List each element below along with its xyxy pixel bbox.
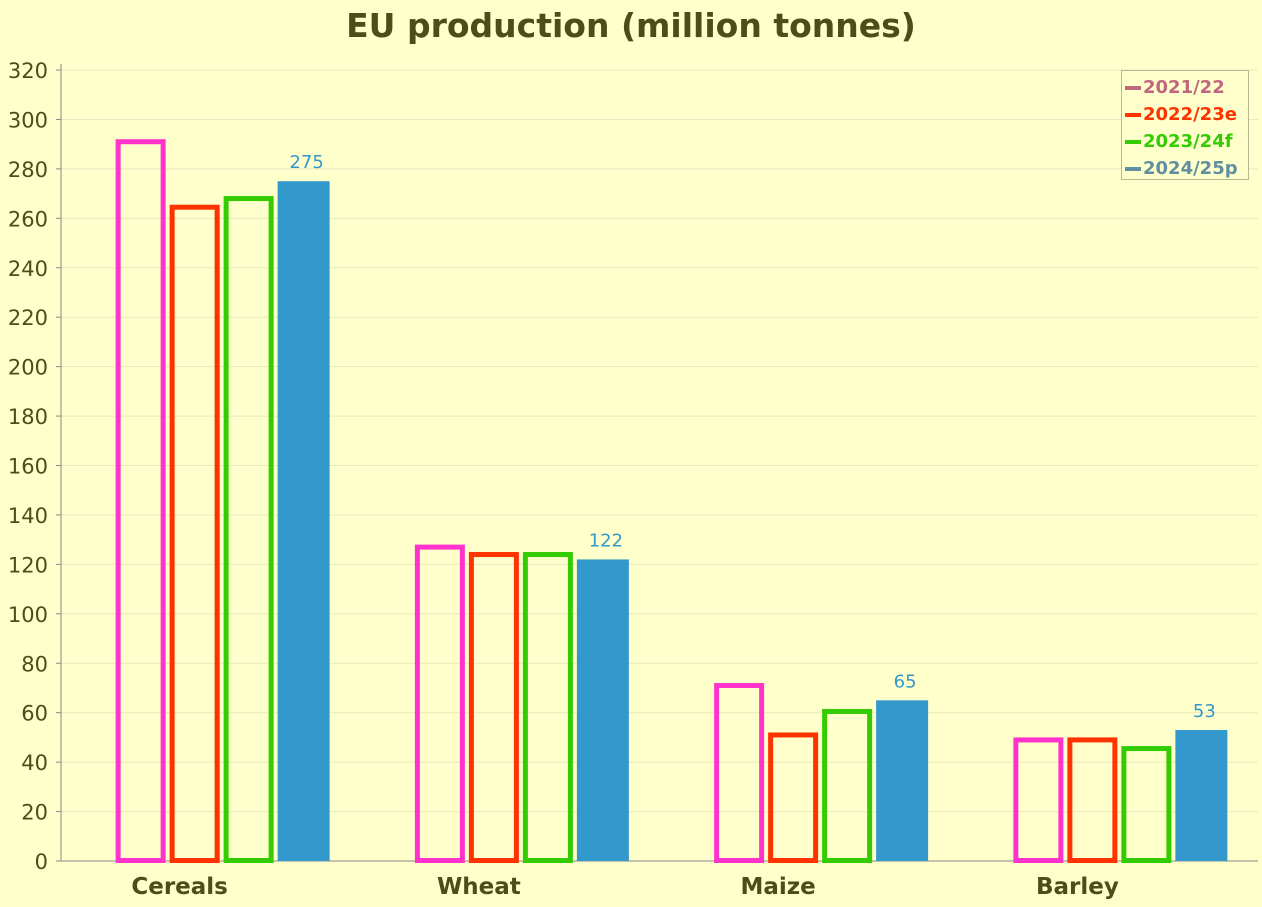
y-tick-label: 40	[21, 751, 48, 775]
bar-2024/25p-Wheat	[576, 559, 629, 861]
data-label: 122	[589, 530, 623, 551]
y-tick-label: 20	[21, 801, 48, 825]
legend-item: 2023/24f	[1125, 128, 1248, 155]
bar-2023/24f-Barley	[1121, 746, 1172, 863]
bar-2024/25p-Maize	[876, 700, 929, 861]
y-tick-label: 80	[21, 652, 48, 676]
y-tick-label: 120	[8, 553, 48, 577]
bar-2023/24f-Wheat	[522, 552, 573, 863]
bar-2024/25p-Barley	[1175, 729, 1228, 861]
y-tick-label: 0	[35, 850, 48, 874]
y-tick-label: 220	[8, 306, 48, 330]
data-label: 275	[289, 152, 323, 173]
legend-swatch	[1125, 85, 1141, 90]
bar-2021/22-Wheat	[414, 544, 465, 863]
chart-title: EU production (million tonnes)	[346, 6, 916, 45]
legend-label: 2021/22	[1143, 77, 1225, 98]
category-label: Wheat	[437, 874, 521, 900]
y-tick-label: 280	[8, 158, 48, 182]
y-tick-label: 300	[8, 108, 48, 132]
bar-2024/25p-Cereals	[277, 181, 330, 861]
bar-2022/23e-Maize	[768, 732, 819, 864]
bar-2021/22-Cereals	[115, 139, 166, 863]
gridlines	[61, 69, 1258, 813]
y-tick-label: 320	[8, 59, 48, 83]
data-label: 65	[894, 671, 917, 692]
category-label: Barley	[1036, 874, 1119, 900]
y-tick-label: 260	[8, 207, 48, 231]
labels: Cereals 275 Wheat 122 Maize 65 Barley 53	[131, 152, 1215, 900]
y-tick-label: 200	[8, 356, 48, 380]
bar-2021/22-Barley	[1013, 737, 1064, 863]
y-tick-label: 240	[8, 257, 48, 281]
bar-2022/23e-Cereals	[169, 204, 220, 864]
data-label: 53	[1193, 701, 1216, 722]
bar-2021/22-Maize	[714, 683, 765, 864]
y-tick-label: 100	[8, 603, 48, 627]
category-label: Maize	[740, 874, 815, 900]
legend-item: 2024/25p	[1125, 155, 1248, 182]
legend-item: 2022/23e	[1125, 101, 1248, 128]
legend-item: 2021/22	[1125, 74, 1248, 101]
legend: 2021/22 2022/23e 2023/24f 2024/25p	[1121, 70, 1249, 180]
legend-swatch	[1125, 112, 1141, 117]
legend-swatch	[1125, 139, 1141, 144]
y-tick-label: 140	[8, 504, 48, 528]
bar-2022/23e-Wheat	[468, 552, 519, 863]
y-tick-label: 180	[8, 405, 48, 429]
legend-label: 2023/24f	[1143, 131, 1233, 152]
category-label: Cereals	[131, 874, 228, 900]
bar-2023/24f-Cereals	[223, 196, 274, 864]
bars	[115, 139, 1228, 864]
bar-2023/24f-Maize	[822, 708, 873, 863]
y-tick-label: 160	[8, 455, 48, 479]
legend-label: 2024/25p	[1143, 158, 1238, 179]
legend-label: 2022/23e	[1143, 104, 1237, 125]
bar-2022/23e-Barley	[1067, 737, 1118, 863]
legend-swatch	[1125, 166, 1141, 171]
y-tick-label: 60	[21, 702, 48, 726]
